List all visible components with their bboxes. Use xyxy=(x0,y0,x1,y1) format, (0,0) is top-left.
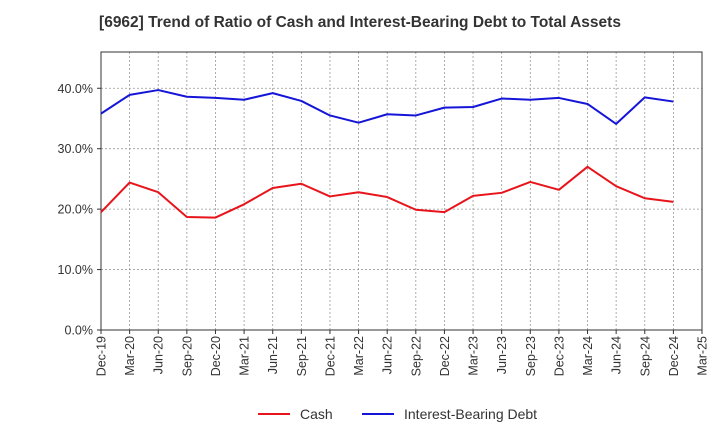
series-line-interest-bearing-debt xyxy=(100,89,674,125)
series-line-cash xyxy=(100,165,674,219)
plot-area-border xyxy=(100,51,703,331)
x-tick-label: Dec-19 xyxy=(95,336,109,376)
x-tick-label: Sep-21 xyxy=(295,336,309,376)
x-tick-label: Mar-24 xyxy=(581,336,595,376)
x-tick-label: Mar-20 xyxy=(123,336,137,376)
y-tick-label: 10.0% xyxy=(58,263,93,277)
y-tick-label: 30.0% xyxy=(58,142,93,156)
x-tick-label: Dec-22 xyxy=(438,336,452,376)
x-tick-label: Mar-23 xyxy=(467,336,481,376)
x-tick-label: Jun-21 xyxy=(266,336,280,374)
legend-label: Interest-Bearing Debt xyxy=(404,406,537,422)
x-tick-label: Dec-20 xyxy=(209,336,223,376)
legend: Cash Interest-Bearing Debt xyxy=(258,406,537,422)
grid-layer xyxy=(101,52,703,330)
x-tick-label: Jun-24 xyxy=(610,336,624,374)
x-tick-label: Mar-22 xyxy=(352,336,366,376)
x-tick-label: Jun-20 xyxy=(152,336,166,374)
x-tick-label: Dec-23 xyxy=(552,336,566,376)
x-tick-label: Sep-24 xyxy=(638,336,652,376)
series-layer xyxy=(100,89,674,219)
x-tick-label: Sep-23 xyxy=(524,336,538,376)
x-tick-label: Sep-22 xyxy=(409,336,423,376)
x-tick-label: Jun-22 xyxy=(381,336,395,374)
y-tick-label: 0.0% xyxy=(65,324,94,338)
legend-label: Cash xyxy=(300,406,333,422)
axes-layer: 0.0% 10.0% 20.0% 30.0% 40.0% Dec-19 Mar-20 Jun-… xyxy=(58,51,710,376)
x-tick-label: Dec-24 xyxy=(667,336,681,376)
y-tick-label: 40.0% xyxy=(58,82,93,96)
x-tick-label: Dec-21 xyxy=(323,336,337,376)
x-tick-label: Jun-23 xyxy=(495,336,509,374)
x-tick-label: Mar-25 xyxy=(696,336,710,376)
x-tick-label: Mar-21 xyxy=(238,336,252,376)
y-tick-label: 20.0% xyxy=(58,203,93,217)
chart-title: [6962] Trend of Ratio of Cash and Intere… xyxy=(99,14,621,31)
x-tick-label: Sep-20 xyxy=(180,336,194,376)
